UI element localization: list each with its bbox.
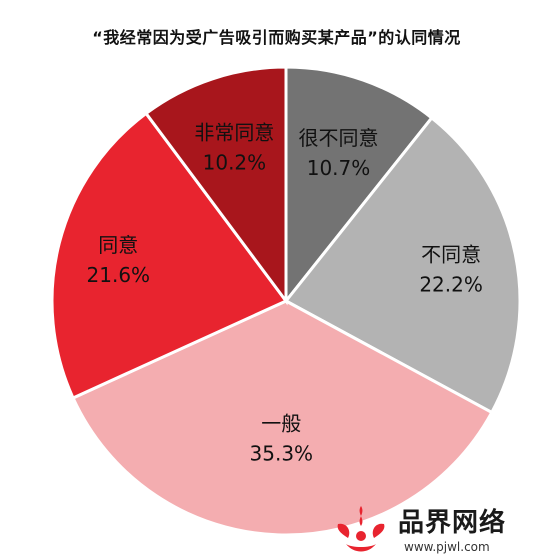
pie-labels: 很不同意 10.7% 不同意 22.2% 一般 35.3% 同意 21.6% 非常同意 10.2% <box>87 121 483 466</box>
slice-value-label: 10.2% <box>203 151 267 175</box>
pie-slice <box>283 115 522 415</box>
watermark-url: www.pjwl.com <box>404 540 490 554</box>
pie-slice <box>71 299 494 537</box>
pie-slice <box>143 65 288 306</box>
slice-value-label: 10.7% <box>307 156 371 180</box>
pie-slices <box>50 65 522 537</box>
slice-value-label: 35.3% <box>250 442 314 466</box>
slice-category-label: 不同意 <box>421 242 481 266</box>
slice-category-label: 一般 <box>261 412 301 436</box>
watermark-brand: 品界网络 <box>398 508 507 538</box>
slice-category-label: 很不同意 <box>299 126 379 150</box>
slice-category-label: 同意 <box>98 233 138 257</box>
pie-slice <box>284 65 434 306</box>
chart-title: “我经常因为受广告吸引而购买某产品”的认同情况 <box>92 28 461 47</box>
watermark: 品界网络 www.pjwl.com <box>326 500 553 560</box>
watermark-logo-icon <box>337 506 385 552</box>
slice-category-label: 非常同意 <box>194 121 274 145</box>
slice-value-label: 21.6% <box>87 263 151 287</box>
pie-slice <box>50 111 289 400</box>
slice-value-label: 22.2% <box>419 272 483 296</box>
